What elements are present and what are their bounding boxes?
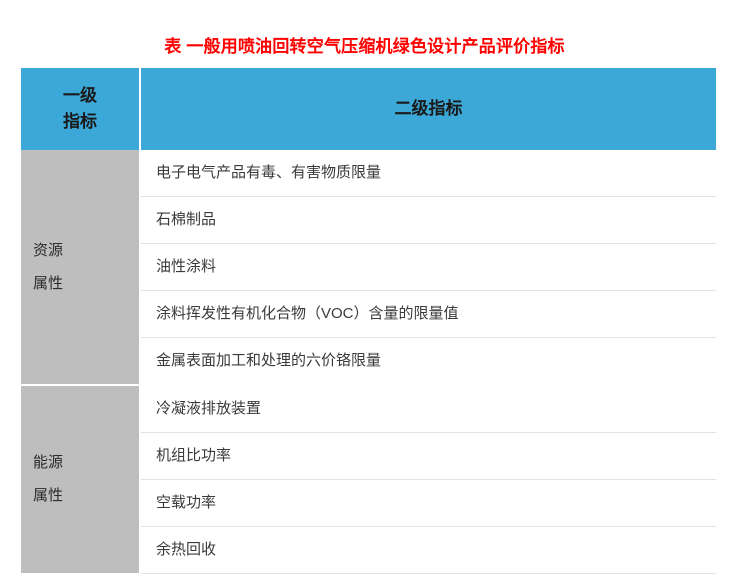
- list-item: 机组比功率: [140, 432, 716, 480]
- list-item: 金属表面加工和处理的六价铬限量: [140, 337, 716, 386]
- list-item: 涂料挥发性有机化合物（VOC）含量的限量值: [140, 290, 716, 338]
- list-item: 油性涂料: [140, 243, 716, 291]
- table-row: 涂料挥发性有机化合物（VOC）含量的限量值: [21, 290, 716, 338]
- table-row: 空载功率: [21, 479, 716, 527]
- page-title: 表 一般用喷油回转空气压缩机绿色设计产品评价指标: [164, 37, 565, 56]
- group-label-line2: 属性: [33, 487, 64, 505]
- table-row: 石棉制品: [21, 196, 716, 244]
- table-row: 金属表面加工和处理的六价铬限量: [21, 337, 716, 386]
- column-header-primary-indicator: 一级 指标: [21, 68, 141, 150]
- column-header-primary-line2: 指标: [63, 112, 97, 131]
- list-item: 空载功率: [140, 479, 716, 527]
- table-row: 机组比功率: [21, 432, 716, 480]
- table-row: 油性涂料: [21, 243, 716, 291]
- header-row: 一级 指标 二级指标: [21, 68, 716, 150]
- list-item: 石棉制品: [140, 196, 716, 244]
- list-item: 电子电气产品有毒、有害物质限量: [140, 150, 716, 197]
- list-item: 冷凝液排放装置: [140, 385, 716, 433]
- table-row: 余热回收: [21, 526, 716, 574]
- list-item: 余热回收: [140, 526, 716, 574]
- evaluation-index-table: 一级 指标 二级指标 资源 属性 电子电气产品有毒、有害物质限量 石棉制品 油性…: [21, 68, 716, 575]
- column-header-primary-line1: 一级: [63, 86, 97, 105]
- table-row: 能源 属性 冷凝液排放装置: [21, 385, 716, 575]
- group-label-line1: 资源: [33, 242, 64, 259]
- group-cell-resource-attribute: 资源 属性: [21, 150, 141, 386]
- table-body: 资源 属性 电子电气产品有毒、有害物质限量 石棉制品 油性涂料 涂料挥发性有机化…: [21, 150, 716, 575]
- table-row: 资源 属性 电子电气产品有毒、有害物质限量: [21, 150, 716, 386]
- table-header: 一级 指标 二级指标: [21, 68, 716, 150]
- group-label-line2: 属性: [33, 275, 64, 292]
- group-label-line1: 能源: [33, 454, 64, 472]
- group-cell-energy-attribute: 能源 属性: [21, 385, 141, 575]
- column-header-secondary-indicator: 二级指标: [140, 68, 716, 150]
